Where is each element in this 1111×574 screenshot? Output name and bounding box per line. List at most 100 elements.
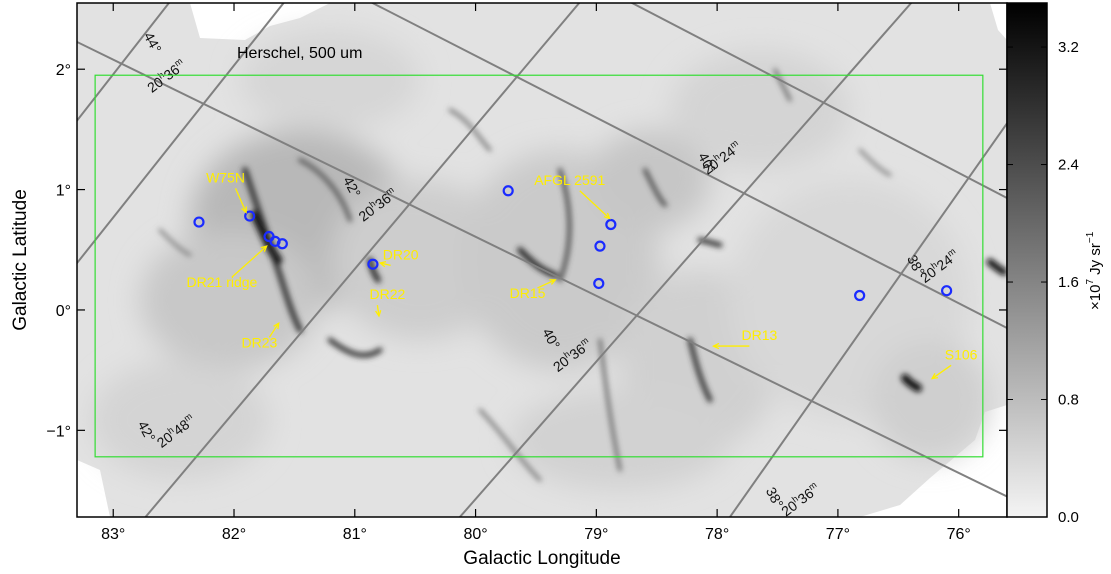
map-panel: 44°20h36m42°20h36m40°20h24m38°20h24m40°2… [77,3,1007,517]
colorbar-tick-label: 1.6 [1058,274,1079,291]
annotation-arrow [380,262,391,267]
x-tick-label: 78° [705,526,729,543]
annotation: AFGL 2591 [534,172,611,220]
annotation: DR21 ridge [187,245,268,290]
annotation: DR22 [370,286,406,318]
colorbar-ticks: 0.0 0.8 1.6 2.4 3.2 [1007,39,1079,526]
x-tick-label: 83° [101,526,125,543]
grid-line [728,122,1007,517]
colorbar-label-main: ×10 [1087,285,1104,310]
grid-line [144,3,581,517]
equatorial-grid-labels: 44°20h36m42°20h36m40°20h24m38°20h24m40°2… [135,29,958,517]
colorbar-label-unit: Jy sr [1087,243,1104,279]
annotation-arrow [234,188,247,213]
source-annotations: W75N DR21 ridge DR23 DR20 DR22 AFGL 2591 DR15 D… [187,169,978,380]
annotation-arrowhead [378,261,387,268]
source-marker [854,289,866,302]
x-axis-label: Galactic Longitude [463,548,620,569]
annotation-arrow [268,322,280,338]
source-marker [276,238,288,250]
x-axis: 83° 82° 81° 80° 79° 78° 77° 76° [101,3,971,543]
annotation-arrow [231,245,268,278]
annotation-arrowhead [375,310,382,318]
grid-line [629,3,1007,199]
annotation-arrow [579,190,611,219]
x-tick-label: 80° [463,526,487,543]
colorbar-label: ×107 Jy sr−1 [1085,231,1104,310]
grid-coordinate-label: 20h24m [699,138,744,178]
annotation-arrowhead [241,206,247,214]
analysis-region-box [94,74,984,458]
annotation-arrow [376,305,380,317]
grid-line [77,40,1007,498]
source-marker [605,218,617,231]
x-tick-label: 81° [343,526,367,543]
x-tick-label: 77° [826,526,850,543]
grid-line [77,3,171,123]
annotation: W75N [206,169,247,214]
y-tick-label: −1° [46,423,71,440]
annotation-arrowhead [273,321,280,330]
source-marker [941,285,953,297]
source-marker [367,258,379,270]
annotation-label: DR20 [383,246,419,262]
y-axis-label: Galactic Latitude [10,189,31,331]
y-tick-label: 0° [56,303,71,320]
grid-label-sup: h [562,349,572,360]
annotation: S106 [930,346,978,380]
grid-line [77,3,285,265]
annotation-label: AFGL 2591 [534,172,605,188]
annotation: DR20 [378,246,419,268]
equatorial-grid [77,3,1007,517]
annotation-label: DR13 [742,327,778,343]
grid-label-sup: h [929,260,939,271]
annotation-arrowhead [260,245,268,252]
annotation: DR23 [241,321,280,350]
annotation-arrow [931,364,952,380]
map-title: Herschel, 500 um [237,45,362,62]
colorbar-label-exp: 7 [1085,279,1096,285]
colorbar: 0.0 0.8 1.6 2.4 3.2 ×107 Jy sr−1 [1006,2,1104,526]
annotation-arrowhead [930,373,939,380]
annotation-label: W75N [206,169,245,185]
source-marker [193,216,205,228]
annotation-arrowhead [603,212,611,220]
annotation-label: DR15 [510,285,546,301]
y-axis: −1° 0° 1° 2° [46,62,1007,440]
annotation-arrowhead [712,342,720,350]
colorbar-tick-label: 0.8 [1058,392,1079,409]
x-tick-label: 76° [947,526,971,543]
annotation: DR13 [712,327,778,350]
grid-label-sup: h [711,152,721,163]
source-marker [502,185,514,197]
grid-coordinate-label: 20h36m [355,185,400,225]
annotation-label: DR22 [370,286,406,302]
grid-coordinate-label: 20h36m [549,335,594,375]
x-tick-label: 79° [584,526,608,543]
annotation-arrow [537,279,556,289]
grid-label-sup: h [166,425,176,436]
source-marker [244,210,256,222]
source-marker [594,240,606,252]
source-marker [593,277,605,290]
annotation: DR15 [510,279,557,301]
annotation-label: S106 [945,346,978,362]
colorbar-tick-label: 0.0 [1058,509,1079,526]
grid-label-sup: h [367,199,377,210]
grid-coordinate-label: 20h48m [153,411,198,451]
annotation-label: DR21 ridge [187,274,258,290]
y-tick-label: 1° [56,183,71,200]
y-tick-label: 2° [56,62,71,79]
grid-line [458,3,913,517]
annotation-label: DR23 [241,334,277,350]
colorbar-label-unit-exp: −1 [1085,231,1096,243]
grid-label-sup: h [790,493,800,504]
annotation-arrowhead [549,279,557,285]
colorbar-gradient [1006,2,1048,518]
source-markers [193,185,953,302]
colorbar-tick-label: 3.2 [1058,39,1079,56]
grid-line [370,3,1007,329]
colorbar-tick-label: 2.4 [1058,157,1079,174]
x-tick-label: 82° [222,526,246,543]
